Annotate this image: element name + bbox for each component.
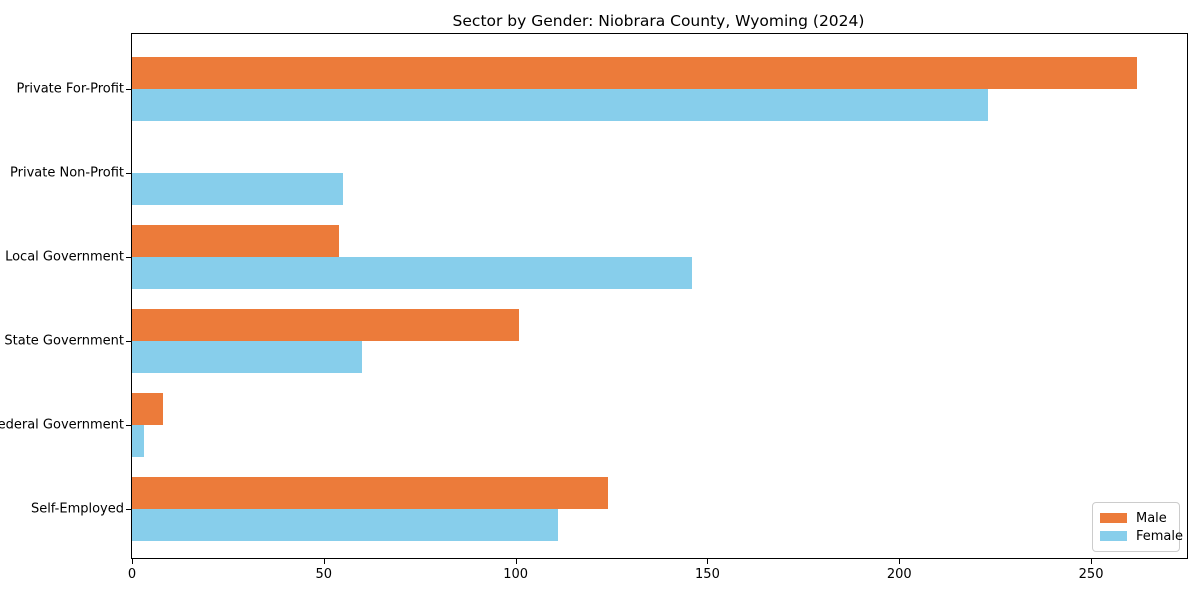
x-tick-mark [515, 559, 517, 564]
chart-title: Sector by Gender: Niobrara County, Wyomi… [452, 12, 865, 30]
y-tick-label-self-employed: Self-Employed [30, 501, 124, 517]
x-tick-label-250: 250 [1078, 567, 1104, 582]
x-tick-label-150: 150 [695, 567, 720, 582]
x-tick-mark [1091, 559, 1093, 564]
legend-swatch-male [1100, 513, 1127, 523]
y-tick-label-state-government: State Government [4, 333, 124, 349]
y-tick-mark [126, 341, 131, 342]
bar-female-private-non-profit [132, 173, 343, 205]
bar-female-self-employed [132, 509, 558, 541]
bar-male-state-government [132, 309, 520, 341]
bar-male-federal-government [132, 393, 163, 425]
legend-item-female: Female [1100, 528, 1183, 544]
bar-female-private-for-profit [132, 89, 988, 121]
y-tick-mark [126, 89, 131, 90]
legend: Male Female [1092, 502, 1183, 552]
y-tick-label-private-for-profit: Private For-Profit [16, 81, 124, 97]
x-tick-label-100: 100 [503, 567, 529, 582]
bar-male-private-for-profit [132, 57, 1138, 89]
legend-label-male: Male [1136, 510, 1167, 526]
x-tick-mark [899, 559, 901, 564]
y-tick-mark [126, 257, 131, 258]
y-tick-mark [126, 173, 131, 174]
legend-label-female: Female [1136, 528, 1184, 544]
x-tick-mark [323, 559, 325, 564]
x-tick-label-50: 50 [315, 567, 333, 582]
bar-male-self-employed [132, 477, 608, 509]
bar-male-local-government [132, 225, 340, 257]
legend-item-male: Male [1100, 510, 1172, 526]
bar-female-federal-government [132, 425, 144, 457]
y-tick-mark [126, 509, 131, 510]
bar-female-local-government [132, 257, 693, 289]
y-tick-label-private-non-profit: Private Non-Profit [10, 165, 124, 181]
x-tick-mark [707, 559, 709, 564]
plot-area: Private For-Profit Private Non-Profit Loca… [0, 33, 1188, 582]
legend-swatch-female [1100, 531, 1127, 541]
y-tick-label-local-government: Local Government [5, 249, 124, 265]
y-tick-label-federal-government: Federal Government [0, 417, 124, 433]
y-tick-mark [126, 425, 131, 426]
x-tick-label-200: 200 [886, 567, 912, 582]
bar-female-state-government [132, 341, 363, 373]
x-tick-mark [132, 559, 133, 564]
x-tick-label-0: 0 [127, 567, 137, 582]
